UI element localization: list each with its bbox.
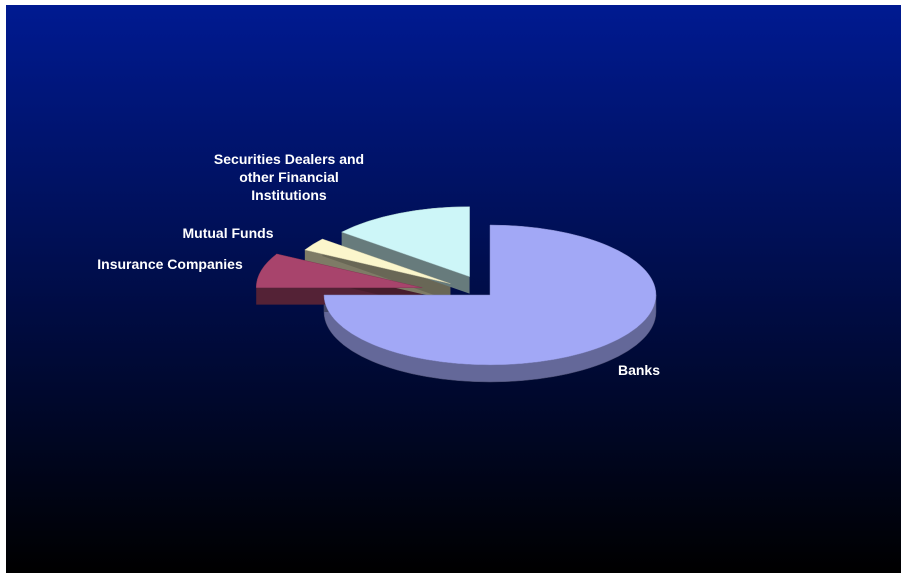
slice-mutual-funds	[304, 238, 451, 284]
slice-edge-mutual-funds	[304, 249, 451, 301]
slice-label-mutual-funds: Mutual Funds	[183, 225, 274, 241]
slice-label-line: other Financial	[239, 169, 339, 185]
slice-label-banks: Banks	[618, 362, 660, 378]
slice-securities-dealers-and-other-financial-institutions	[341, 206, 470, 278]
slice-label-line: Securities Dealers and	[214, 151, 364, 167]
pie-chart: Banks Insurance Companies Mutual Funds Secu…	[6, 5, 901, 573]
slice-edge-securities-dealers-and-other-financial-institutions	[341, 232, 470, 294]
slices-layer	[255, 206, 657, 383]
slice-insurance-companies	[255, 253, 423, 288]
slice-label-line: Banks	[618, 362, 660, 378]
slice-label-securities-dealers-and-other-financial-institutions: Securities Dealers and other Financial Ins…	[214, 151, 364, 203]
slice-label-line: Insurance Companies	[97, 256, 243, 272]
chart-background	[6, 5, 901, 573]
slice-label-insurance-companies: Insurance Companies	[97, 256, 243, 272]
slice-label-line: Institutions	[251, 187, 327, 203]
slice-banks	[323, 224, 657, 366]
labels-layer: Banks Insurance Companies Mutual Funds Secu…	[97, 151, 660, 378]
pie-chart-svg: Banks Insurance Companies Mutual Funds Secu…	[6, 5, 901, 573]
slice-label-line: Mutual Funds	[183, 225, 274, 241]
slice-side-securities-dealers-and-other-financial-institutions	[341, 232, 470, 294]
